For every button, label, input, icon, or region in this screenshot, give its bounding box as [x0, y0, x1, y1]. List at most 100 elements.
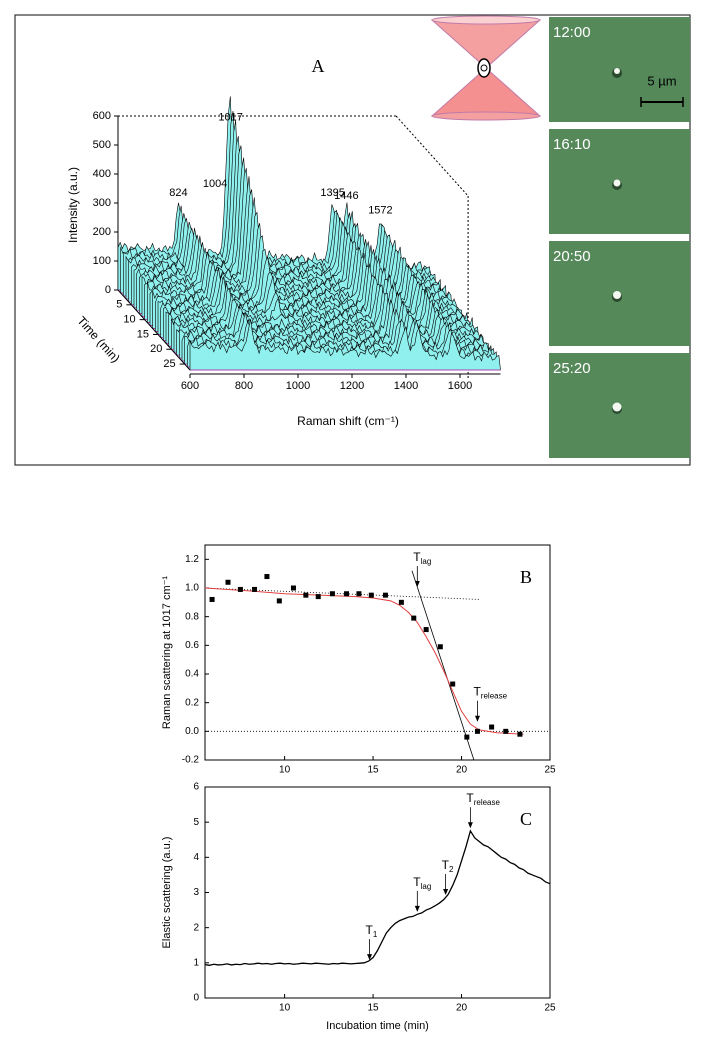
- fit-curve: [204, 587, 524, 735]
- y-tick-label: 1: [193, 957, 199, 968]
- micrograph-time: 16:10: [553, 136, 591, 153]
- z-tick-label: 15: [137, 328, 149, 340]
- annotation-text: T: [473, 685, 481, 699]
- scale-bar-label: 5 µm: [647, 73, 676, 88]
- particle: [613, 179, 621, 187]
- y-tick-label: -0.2: [182, 755, 200, 766]
- data-point: [517, 731, 523, 737]
- panel-a-frame: [14, 14, 691, 466]
- data-point: [464, 734, 470, 740]
- y-axis-label: Elastic scattering (a.u.): [161, 837, 173, 949]
- annotation-text: T: [413, 550, 421, 564]
- peak-label: 1446: [334, 190, 358, 202]
- annotation-text: T: [413, 875, 421, 889]
- x-tick-label: 10: [279, 765, 291, 776]
- z-tick-label: 10: [123, 314, 135, 326]
- peak-label: 1017: [218, 112, 242, 124]
- x-tick-label: 1600: [448, 380, 472, 392]
- y-tick-label: 500: [93, 139, 111, 151]
- y-tick-label: 0.6: [185, 640, 199, 651]
- x-tick-label: 1400: [394, 380, 418, 392]
- x-tick-label: 20: [456, 765, 468, 776]
- data-point: [398, 599, 404, 605]
- data-point: [382, 592, 388, 598]
- annotation-arrowhead: [367, 954, 373, 961]
- y-tick-label: 0.8: [185, 611, 199, 622]
- x-tick-label: 800: [235, 380, 253, 392]
- y-tick-label: 0: [105, 284, 111, 296]
- data-point: [315, 594, 321, 600]
- panel-label: C: [520, 809, 532, 829]
- x-tick-label: 20: [456, 1003, 468, 1014]
- annotation-text: T: [466, 791, 474, 805]
- annotation: T1: [366, 923, 378, 939]
- y-axis-label: Raman scattering at 1017 cm⁻¹: [161, 576, 173, 729]
- panel-label: A: [312, 56, 325, 76]
- z-axis: [117, 289, 191, 371]
- peak-label: 1004: [203, 178, 227, 190]
- data-point: [276, 598, 282, 604]
- y-tick-label: 1.0: [185, 583, 199, 594]
- y-tick-label: 400: [93, 168, 111, 180]
- y-tick-label: 3: [193, 887, 199, 898]
- annotation-sub: lag: [421, 557, 432, 566]
- x-tick-label: 600: [181, 380, 199, 392]
- annotation: Trelease: [473, 685, 507, 701]
- data-point: [474, 728, 480, 734]
- annotation: Tlag: [413, 875, 431, 891]
- micrograph-time: 25:20: [553, 360, 591, 377]
- panel-label: B: [520, 567, 532, 587]
- micrograph-time: 20:50: [553, 248, 591, 265]
- data-point: [290, 585, 296, 591]
- data-point: [329, 591, 335, 597]
- data-point: [303, 592, 309, 598]
- peak-label: 1395: [320, 187, 344, 199]
- annotation: Tlag: [413, 550, 431, 566]
- y-tick-label: 0: [193, 993, 199, 1004]
- annotation-text: T: [442, 858, 450, 872]
- annotation-sub: lag: [421, 882, 432, 891]
- data-point: [423, 627, 429, 633]
- x-tick-label: 15: [368, 1003, 380, 1014]
- y-tick-label: 4: [193, 852, 199, 863]
- y-tick-label: 2: [193, 922, 199, 933]
- particle: [613, 291, 621, 299]
- y-tick-label: 6: [193, 782, 199, 793]
- data-point: [368, 592, 374, 598]
- particle: [612, 402, 622, 412]
- x-tick-label: 25: [544, 1003, 556, 1014]
- y-tick-label: 5: [193, 817, 199, 828]
- annotation-arrowhead: [443, 889, 449, 896]
- x-tick-label: 15: [368, 765, 380, 776]
- y-axis-label: Intensity (a.u.): [66, 167, 80, 243]
- x-tick-label: 1000: [286, 380, 310, 392]
- annotation-arrowhead: [467, 822, 473, 829]
- z-tick-label: 25: [163, 358, 175, 370]
- trace: [204, 829, 551, 966]
- data-point: [344, 591, 350, 597]
- y-tick-label: 100: [93, 255, 111, 267]
- annotation-sub: release: [481, 692, 508, 701]
- data-point: [489, 724, 495, 730]
- peak-label: 824: [169, 187, 187, 199]
- data-point: [209, 596, 215, 602]
- optical-trap-icon: [430, 15, 542, 121]
- data-point: [437, 644, 443, 650]
- annotation-sub: 1: [373, 930, 378, 939]
- x-tick-label: 1200: [340, 380, 364, 392]
- micrograph-time: 12:00: [553, 24, 591, 41]
- data-point: [237, 586, 243, 592]
- annotation-sub: 2: [449, 865, 454, 874]
- plot-frame: [204, 544, 551, 761]
- y-tick-label: 0.4: [185, 669, 199, 680]
- z-axis-label: Time (min): [74, 314, 122, 366]
- y-tick-label: 1.2: [185, 554, 199, 565]
- x-axis-label: Incubation time (min): [326, 1020, 429, 1032]
- data-point: [450, 681, 456, 687]
- data-point: [356, 591, 362, 597]
- x-axis-label: Raman shift (cm⁻¹): [297, 414, 399, 428]
- y-tick-label: 0.0: [185, 726, 199, 737]
- x-tick-label: 25: [544, 765, 556, 776]
